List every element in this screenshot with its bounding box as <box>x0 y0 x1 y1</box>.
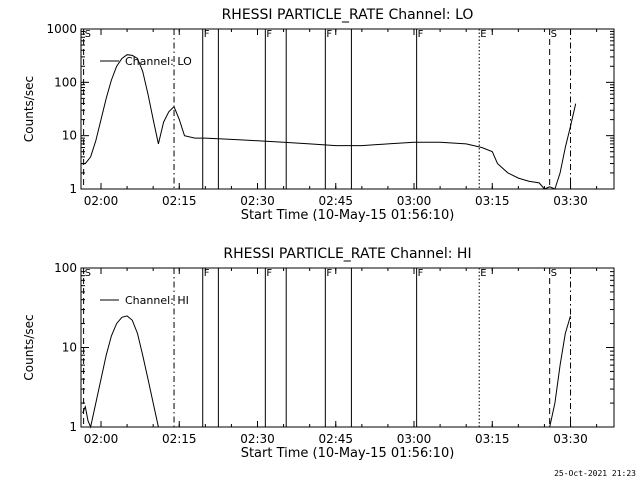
event-label-0-4: F <box>266 29 272 40</box>
x-tick-label-0-1: 02:15 <box>162 194 197 208</box>
y-tick-label-1-0: 1 <box>69 420 77 434</box>
legend-label-0: Channel: LO <box>125 55 192 68</box>
y-axis-label-1: Counts/sec <box>22 314 36 380</box>
event-label-1-9: E <box>480 268 486 279</box>
x-axis-label-0: Start Time (10-May-15 01:56:10) <box>241 208 455 223</box>
x-tick-label-1-4: 03:00 <box>397 432 432 446</box>
event-label-1-6: F <box>326 268 332 279</box>
x-tick-label-1-6: 03:30 <box>553 432 588 446</box>
x-tick-label-0-6: 03:30 <box>553 194 588 208</box>
event-label-0-8: F <box>418 29 424 40</box>
x-tick-label-0-0: 02:00 <box>84 194 119 208</box>
plot-frame-0 <box>80 28 615 190</box>
event-label-1-10: S <box>551 268 557 279</box>
plot-frame-1 <box>80 267 615 428</box>
chart-title-1: RHESSI PARTICLE_RATE Channel: HI <box>223 246 471 262</box>
x-tick-label-1-0: 02:00 <box>84 432 119 446</box>
x-tick-label-1-1: 02:15 <box>162 432 197 446</box>
y-tick-label-0-0: 1 <box>69 182 77 196</box>
event-label-0-0: S <box>85 29 91 40</box>
y-axis-label-0: Counts/sec <box>22 76 36 142</box>
x-tick-label-1-5: 03:15 <box>475 432 510 446</box>
y-tick-label-0-3: 1000 <box>46 22 77 36</box>
event-label-0-2: F <box>204 29 210 40</box>
y-tick-label-0-1: 10 <box>62 129 77 143</box>
event-label-1-2: F <box>204 268 210 279</box>
series-line-extra-1-0 <box>549 315 571 428</box>
event-label-0-6: F <box>326 29 332 40</box>
x-tick-label-1-3: 02:45 <box>318 432 353 446</box>
event-label-1-8: F <box>418 268 424 279</box>
series-line-1-0 <box>82 315 159 429</box>
y-tick-label-0-2: 100 <box>54 75 77 89</box>
y-tick-label-1-1: 10 <box>62 341 77 355</box>
event-label-1-0: S <box>85 268 91 279</box>
x-tick-label-0-5: 03:15 <box>475 194 510 208</box>
event-label-1-4: F <box>266 268 272 279</box>
event-label-0-9: E <box>480 29 486 40</box>
y-tick-label-1-2: 100 <box>54 261 77 275</box>
x-tick-label-0-2: 02:30 <box>240 194 275 208</box>
legend-label-1: Channel: HI <box>125 294 189 307</box>
x-tick-label-0-3: 02:45 <box>318 194 353 208</box>
x-tick-label-0-4: 03:00 <box>397 194 432 208</box>
x-axis-label-1: Start Time (10-May-15 01:56:10) <box>241 446 455 461</box>
x-tick-label-1-2: 02:30 <box>240 432 275 446</box>
event-label-0-10: S <box>551 29 557 40</box>
series-line-0-0 <box>81 54 577 190</box>
footer-timestamp: 25-Oct-2021 21:23 <box>554 469 636 478</box>
chart-title-0: RHESSI PARTICLE_RATE Channel: LO <box>222 7 474 23</box>
